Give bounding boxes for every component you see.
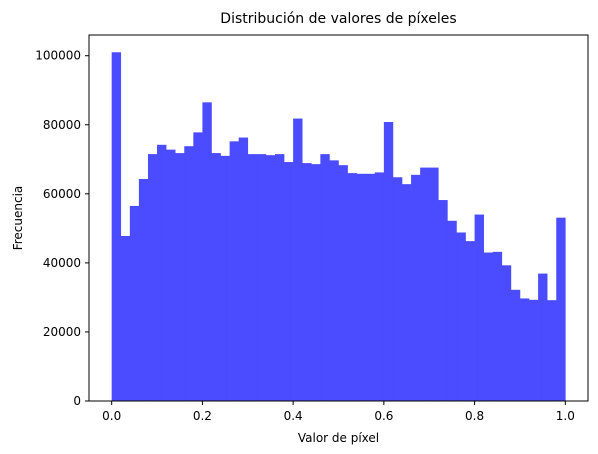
histogram-bar	[447, 220, 457, 401]
y-axis-label: Frecuencia	[11, 186, 25, 251]
histogram-bar	[492, 251, 503, 401]
histogram-bar	[302, 163, 312, 401]
histogram-bar	[556, 217, 566, 401]
histogram-bar	[329, 160, 339, 401]
histogram-bar	[184, 146, 194, 401]
histogram-bar	[238, 137, 249, 401]
histogram-bar	[420, 167, 430, 401]
histogram-bar	[111, 52, 122, 401]
histogram-bar	[411, 174, 421, 401]
x-tick-label: 0.0	[102, 409, 121, 423]
x-tick-label: 1.0	[556, 409, 575, 423]
histogram-bar	[474, 214, 484, 401]
histogram-bar	[293, 118, 303, 402]
histogram-bar	[465, 241, 475, 401]
histogram-bar	[547, 300, 557, 401]
histogram-bar	[311, 164, 321, 401]
histogram-bar	[120, 235, 131, 401]
histogram-bar	[356, 173, 367, 401]
histogram-bar	[229, 141, 239, 401]
histogram-bar	[256, 154, 267, 401]
histogram-bar	[529, 299, 539, 401]
bars-group	[111, 52, 566, 402]
histogram-bar	[429, 167, 439, 401]
x-tick-label: 0.4	[284, 409, 303, 423]
histogram-bar	[483, 252, 494, 401]
x-axis-ticks: 0.0 0.2 0.4 0.6 0.8 1.0	[102, 401, 575, 423]
histogram-bar	[157, 144, 167, 402]
x-tick-label: 0.2	[193, 409, 212, 423]
histogram-bar	[438, 200, 448, 401]
histogram-bar	[383, 122, 394, 401]
histogram-bar	[265, 155, 276, 401]
histogram-bar	[193, 132, 203, 401]
chart-title: Distribución de valores de píxeles	[220, 11, 456, 27]
histogram-bar	[374, 172, 385, 401]
x-tick-label: 0.8	[465, 409, 484, 423]
histogram-bar	[538, 273, 548, 401]
histogram-bar	[347, 173, 357, 401]
y-tick-label: 100000	[35, 49, 81, 63]
histogram-bar	[338, 165, 348, 401]
histogram-bar	[247, 154, 258, 401]
histogram-bar	[166, 149, 176, 401]
histogram-bar	[211, 153, 221, 401]
histogram-bar	[320, 154, 330, 401]
histogram-bar	[402, 184, 412, 401]
y-tick-label: 60000	[43, 187, 81, 201]
histogram-bar	[274, 154, 285, 401]
histogram-bar	[501, 265, 512, 401]
histogram-bar	[519, 298, 530, 401]
histogram-bar	[510, 289, 521, 401]
x-tick-label: 0.6	[374, 409, 393, 423]
histogram-bar	[147, 154, 158, 401]
histogram-bar	[365, 173, 376, 401]
y-tick-label: 20000	[43, 325, 81, 339]
histogram-bar	[138, 178, 149, 401]
histogram-bar	[284, 162, 294, 401]
x-axis-label: Valor de píxel	[298, 431, 379, 445]
histogram-bar	[202, 102, 212, 401]
y-tick-label: 80000	[43, 118, 81, 132]
plot-frame	[88, 34, 589, 402]
histogram-bar	[175, 153, 185, 401]
histogram-bar	[129, 205, 140, 401]
histogram-bar	[220, 155, 230, 401]
histogram-bar	[392, 177, 403, 401]
y-axis-ticks: 0 20000 40000 60000 80000 100000	[35, 49, 89, 408]
y-tick-label: 0	[73, 394, 81, 408]
histogram-bar	[456, 232, 466, 401]
y-tick-label: 40000	[43, 256, 81, 270]
